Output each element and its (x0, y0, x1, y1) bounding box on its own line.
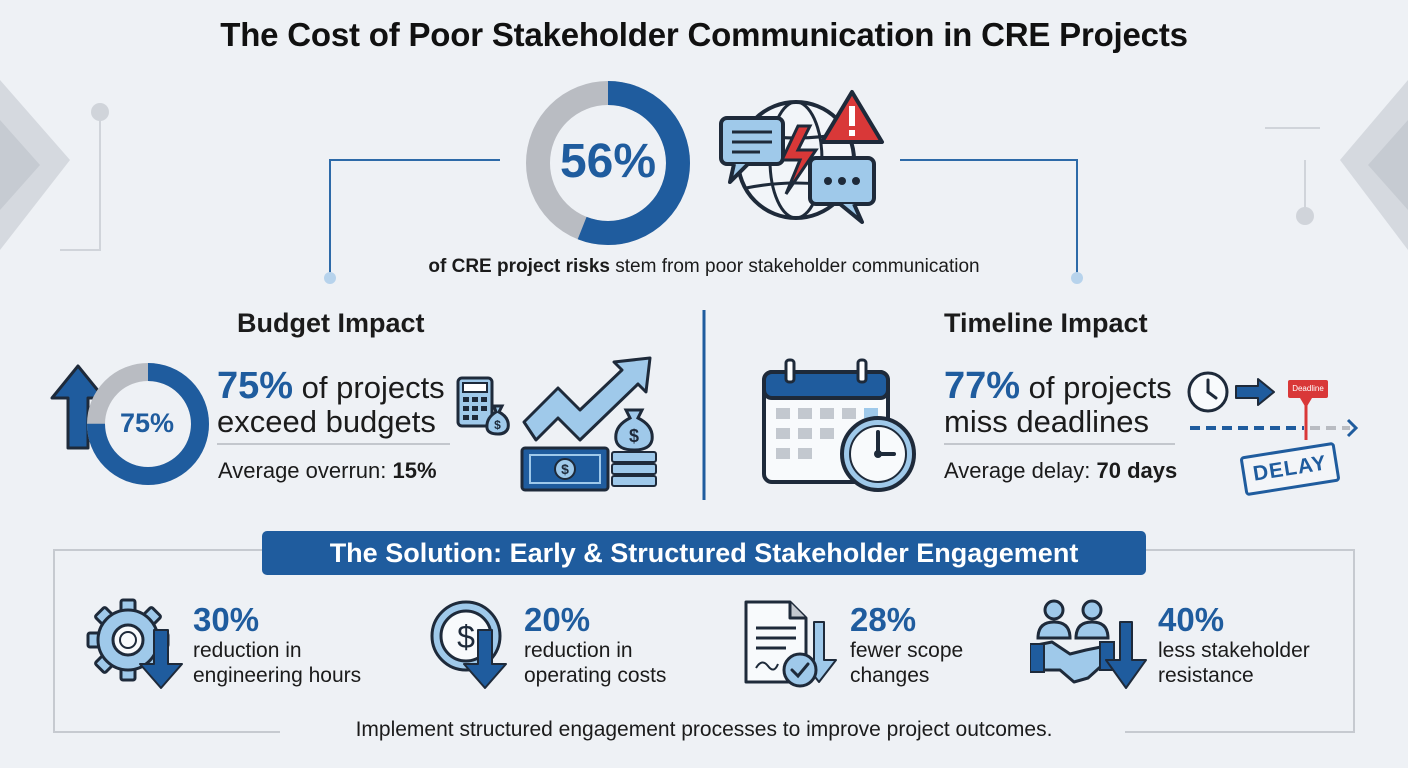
metric-2-percent: 20% (524, 601, 591, 638)
timeline-stat-line2: miss deadlines (944, 404, 1150, 439)
hero-donut-arc (526, 81, 690, 245)
budget-donut-chart (87, 363, 209, 485)
document-check-icon (744, 600, 837, 688)
calculator-money-bag-icon: $ (456, 376, 510, 436)
metric-4-line1: less stakeholder (1158, 639, 1310, 662)
deadline-flag: Deadline (1288, 380, 1328, 398)
page-title: The Cost of Poor Stakeholder Communicati… (220, 16, 1188, 53)
budget-ring-label: 75% (119, 408, 175, 438)
handshake-icon (1030, 599, 1147, 689)
timeline-sub-label: Average delay: (944, 458, 1097, 483)
metric-1-line1: reduction in (193, 639, 302, 662)
svg-text:$: $ (561, 461, 569, 477)
timeline-sub-value: 70 days (1096, 458, 1178, 483)
budget-stat-line2: exceed budgets (217, 404, 436, 439)
money-growth-icon: $ $ (520, 356, 657, 492)
deadline-timeline-icon (1187, 371, 1359, 440)
hero-donut-chart (526, 81, 690, 245)
budget-stat-line1: of projects (293, 370, 445, 405)
metric-1-line2: engineering hours (193, 664, 362, 687)
timeline-impact-title: Timeline Impact (944, 308, 1148, 338)
metric-1-text: reduction in engineering hours (193, 638, 361, 688)
svg-text:$: $ (494, 418, 501, 432)
metric-4-percent: 40% (1158, 601, 1225, 638)
budget-stat-value: 75% (217, 365, 294, 407)
hero-caption-rest: stem from poor stakeholder communication (610, 256, 980, 277)
metric-3-text: fewer scope changes (850, 638, 963, 688)
metric-2-line1: reduction in (524, 639, 633, 662)
footer-note: Implement structured engagement processe… (355, 718, 1053, 741)
timeline-stat-line1: of projects (1020, 370, 1172, 405)
metric-1-percent: 30% (193, 601, 260, 638)
hero-caption: of CRE project risks stem from poor stak… (280, 256, 1128, 278)
timeline-stat: 77% of projects miss deadlines (944, 367, 1194, 439)
budget-sub-value: 15% (392, 458, 437, 483)
gear-icon (86, 598, 183, 689)
budget-donut-arc (87, 363, 209, 485)
metric-3-percent: 28% (850, 601, 917, 638)
metric-4-text: less stakeholder resistance (1158, 638, 1310, 688)
budget-average-overrun: Average overrun: 15% (218, 458, 437, 484)
communication-breakdown-icon (719, 90, 884, 224)
calendar-clock-icon (762, 358, 916, 492)
budget-stat: 75% of projects exceed budgets (217, 367, 467, 439)
hero-caption-bold: of CRE project risks (428, 256, 610, 277)
timeline-average-delay: Average delay: 70 days (944, 458, 1177, 484)
solution-banner: The Solution: Early & Structured Stakeho… (262, 531, 1146, 575)
svg-text:$: $ (457, 619, 475, 655)
budget-sub-label: Average overrun: (218, 458, 393, 483)
metric-3-line1: fewer scope (850, 639, 964, 662)
metric-4-line2: resistance (1158, 664, 1254, 687)
dollar-coin-icon: $ (430, 600, 507, 689)
timeline-stat-value: 77% (944, 365, 1021, 407)
svg-text:$: $ (629, 426, 639, 446)
metric-2-line2: operating costs (524, 664, 667, 687)
budget-impact-title: Budget Impact (237, 308, 425, 338)
metric-2-text: reduction in operating costs (524, 638, 666, 688)
metric-3-line2: changes (850, 664, 930, 687)
hero-percent: 56% (559, 135, 657, 188)
